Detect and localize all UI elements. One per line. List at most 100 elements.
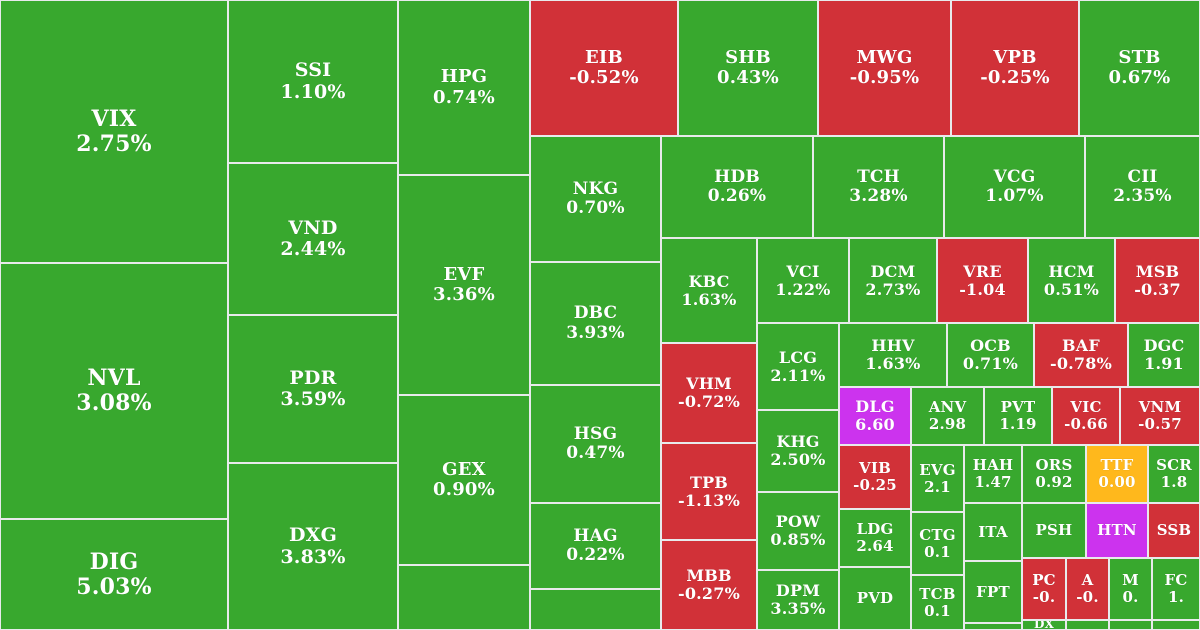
treemap-tile[interactable]: [530, 589, 661, 630]
tile-symbol: HPG: [440, 66, 488, 88]
treemap-tile[interactable]: TCB 0.1: [911, 575, 964, 630]
treemap-tile[interactable]: VND 2.44%: [228, 163, 398, 315]
tile-symbol: CTG: [919, 525, 956, 544]
treemap-tile[interactable]: HTN: [1086, 503, 1148, 558]
tile-change: 0.1: [924, 601, 951, 620]
tile-symbol: TCB: [919, 584, 956, 603]
treemap-tile[interactable]: HHV 1.63%: [839, 323, 947, 387]
tile-change: 0.26%: [707, 186, 767, 206]
treemap-tile[interactable]: LDG 2.64: [839, 509, 911, 567]
treemap-tile[interactable]: VIB -0.25: [839, 445, 911, 509]
tile-change: -0.25%: [980, 67, 1050, 88]
tile-symbol: EVF: [443, 263, 485, 285]
treemap-tile[interactable]: HSG 0.47%: [530, 385, 661, 503]
tile-symbol: DGC: [1143, 336, 1185, 356]
treemap-tile[interactable]: VCI 1.22%: [757, 238, 849, 323]
tile-symbol: SHB: [725, 46, 771, 68]
treemap-tile[interactable]: VCG 1.07%: [944, 136, 1085, 238]
tile-change: 0.92: [1035, 473, 1073, 491]
treemap-tile[interactable]: EIB -0.52%: [530, 0, 678, 136]
treemap-tile[interactable]: TTF 0.00: [1086, 445, 1148, 503]
tile-change: -0.95%: [849, 67, 920, 88]
treemap-tile[interactable]: FC 1.: [1152, 558, 1200, 620]
treemap-tile[interactable]: DLG 6.60: [839, 387, 911, 445]
tile-symbol: HAH: [972, 456, 1014, 475]
treemap-tile[interactable]: GEX 0.90%: [398, 395, 530, 565]
tile-change: 0.74%: [433, 86, 495, 108]
treemap-tile[interactable]: VIC -0.66: [1052, 387, 1120, 445]
treemap-tile[interactable]: DX: [1022, 620, 1066, 630]
tile-change: 2.73%: [865, 279, 921, 299]
treemap-tile[interactable]: SCR 1.8: [1148, 445, 1200, 503]
treemap-tile[interactable]: KBC 1.63%: [661, 238, 757, 343]
treemap-tile[interactable]: [964, 623, 1022, 630]
treemap-tile[interactable]: A -0.: [1066, 558, 1109, 620]
treemap-tile[interactable]: HPG 0.74%: [398, 0, 530, 175]
treemap-tile[interactable]: POW 0.85%: [757, 492, 839, 570]
treemap-tile[interactable]: VNM -0.57: [1120, 387, 1200, 445]
treemap-tile[interactable]: FPT: [964, 561, 1022, 623]
treemap-tile[interactable]: M 0.: [1109, 558, 1152, 620]
treemap-tile[interactable]: DIG 5.03%: [0, 519, 228, 630]
treemap-tile[interactable]: NVL 3.08%: [0, 263, 228, 519]
treemap-tile[interactable]: DCM 2.73%: [849, 238, 937, 323]
treemap-tile[interactable]: PVD: [839, 567, 911, 630]
treemap-tile[interactable]: [1152, 620, 1200, 630]
treemap-tile[interactable]: CTG 0.1: [911, 512, 964, 575]
treemap-tile[interactable]: BAF -0.78%: [1034, 323, 1128, 387]
treemap-tile[interactable]: EVG 2.1: [911, 445, 964, 512]
treemap-tile[interactable]: [398, 565, 530, 630]
tile-change: 1.07%: [985, 186, 1044, 206]
treemap-tile[interactable]: PSH: [1022, 503, 1086, 558]
treemap-tile[interactable]: VIX 2.75%: [0, 0, 228, 263]
treemap-tile[interactable]: LCG 2.11%: [757, 323, 839, 410]
treemap-tile[interactable]: SSB: [1148, 503, 1200, 558]
tile-change: 2.11%: [770, 365, 826, 385]
tile-symbol: MWG: [856, 46, 913, 68]
tile-change: 0.1: [924, 542, 951, 561]
treemap-tile[interactable]: VPB -0.25%: [951, 0, 1079, 136]
tile-change: 3.35%: [770, 599, 826, 618]
treemap-tile[interactable]: SHB 0.43%: [678, 0, 818, 136]
tile-change: 0.: [1122, 588, 1139, 606]
tile-change: 2.98: [928, 415, 967, 433]
treemap-tile[interactable]: MWG -0.95%: [818, 0, 951, 136]
treemap-tile[interactable]: OCB 0.71%: [947, 323, 1034, 387]
treemap-tile[interactable]: DBC 3.93%: [530, 262, 661, 385]
treemap-tile[interactable]: PDR 3.59%: [228, 315, 398, 463]
treemap-tile[interactable]: CII 2.35%: [1085, 136, 1200, 238]
treemap-tile[interactable]: MBB -0.27%: [661, 540, 757, 630]
treemap-tile[interactable]: HAH 1.47: [964, 445, 1022, 503]
treemap-tile[interactable]: DPM 3.35%: [757, 570, 839, 630]
treemap-tile[interactable]: PC -0.: [1022, 558, 1066, 620]
treemap-tile[interactable]: STB 0.67%: [1079, 0, 1200, 136]
treemap-tile[interactable]: HCM 0.51%: [1028, 238, 1115, 323]
treemap-tile[interactable]: SSI 1.10%: [228, 0, 398, 163]
treemap-tile[interactable]: VHM -0.72%: [661, 343, 757, 443]
tile-symbol: GEX: [442, 458, 486, 480]
treemap-tile[interactable]: NKG 0.70%: [530, 136, 661, 262]
treemap-tile[interactable]: TPB -1.13%: [661, 443, 757, 540]
treemap-tile[interactable]: ANV 2.98: [911, 387, 984, 445]
tile-symbol: LDG: [856, 520, 894, 539]
treemap-tile[interactable]: VRE -1.04: [937, 238, 1028, 323]
treemap-tile[interactable]: DXG 3.83%: [228, 463, 398, 630]
treemap-tile[interactable]: TCH 3.28%: [813, 136, 944, 238]
treemap-tile[interactable]: HDB 0.26%: [661, 136, 813, 238]
treemap-tile[interactable]: PVT 1.19: [984, 387, 1052, 445]
tile-symbol: VCI: [786, 261, 820, 281]
tile-symbol: VRE: [963, 261, 1002, 281]
treemap-tile[interactable]: [1066, 620, 1109, 630]
treemap-tile[interactable]: KHG 2.50%: [757, 410, 839, 492]
treemap-tile[interactable]: DGC 1.91: [1128, 323, 1200, 387]
treemap-tile[interactable]: HAG 0.22%: [530, 503, 661, 589]
treemap-tile[interactable]: EVF 3.36%: [398, 175, 530, 395]
treemap-tile[interactable]: ITA: [964, 503, 1022, 561]
tile-symbol: POW: [775, 512, 821, 532]
tile-change: 2.64: [856, 537, 894, 555]
tile-symbol: VIB: [859, 459, 891, 478]
treemap-tile[interactable]: MSB -0.37: [1115, 238, 1200, 323]
tile-change: -0.72%: [677, 392, 740, 411]
treemap-tile[interactable]: ORS 0.92: [1022, 445, 1086, 503]
treemap-tile[interactable]: [1109, 620, 1152, 630]
